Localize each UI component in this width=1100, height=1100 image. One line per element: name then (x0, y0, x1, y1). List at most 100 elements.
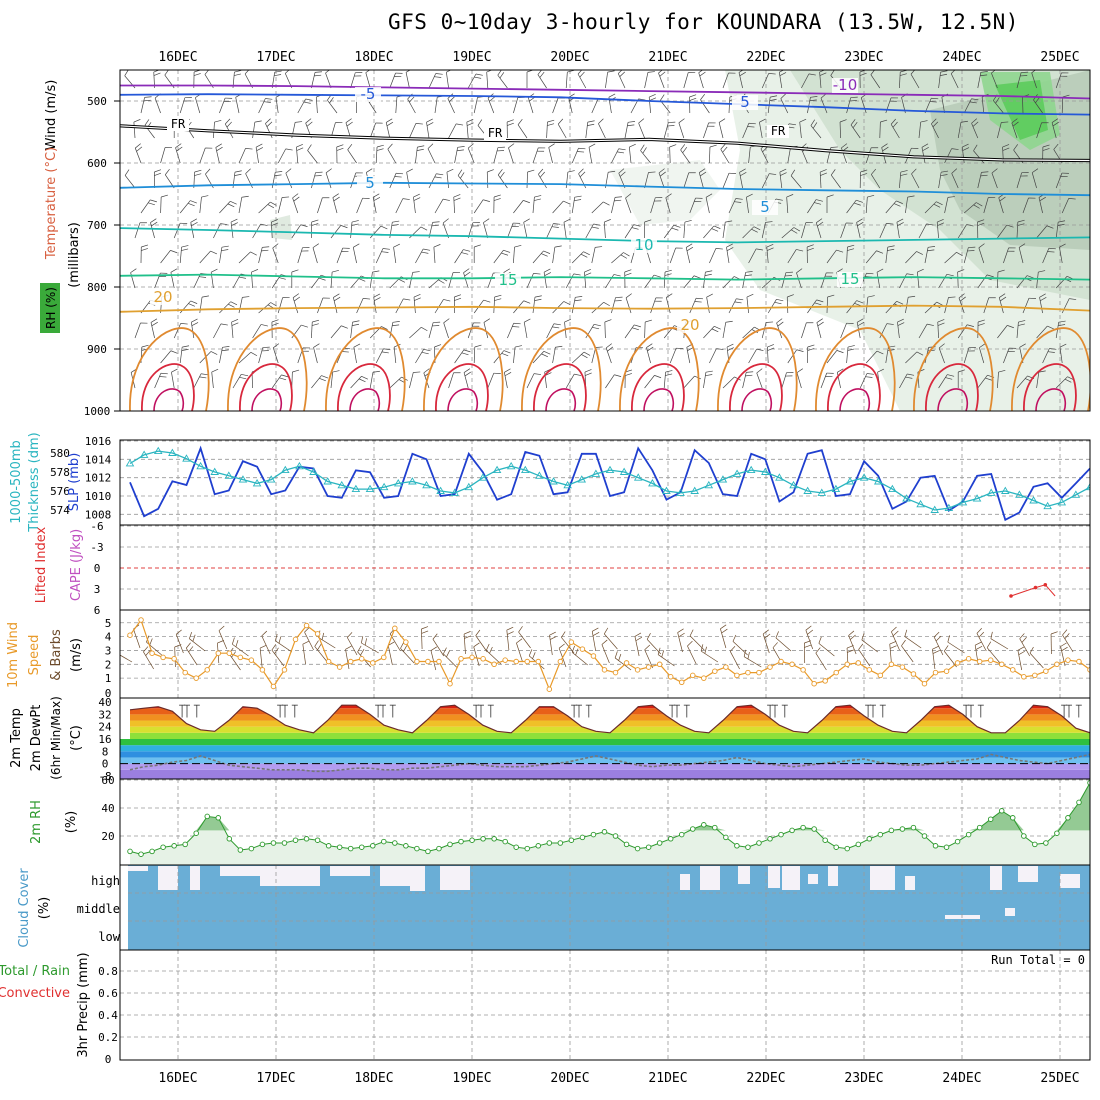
barb-staff (369, 225, 382, 239)
thickness-marker (408, 477, 417, 485)
barb-staff (683, 172, 690, 189)
barb-feather (483, 318, 491, 323)
barb-feather (135, 143, 141, 149)
barb-feather (543, 250, 551, 254)
barb-feather (392, 324, 400, 327)
barb-feather (926, 223, 934, 226)
barb-feather (191, 318, 198, 323)
barb-feather (1064, 633, 1070, 639)
barb-staff (998, 197, 1004, 214)
barb-feather (383, 348, 391, 351)
barb-feather (900, 170, 908, 173)
bottom-date-label: 17DEC (256, 1071, 295, 1086)
barb-staff (350, 376, 362, 389)
barb-staff (140, 97, 145, 114)
barb-staff (258, 201, 271, 214)
wind-speed-point (358, 656, 365, 662)
barb-feather (980, 74, 988, 77)
barb-staff (463, 634, 466, 655)
contour-label: 5 (760, 198, 770, 216)
thickness-marker (662, 486, 671, 494)
barb-staff (722, 72, 729, 89)
barb-staff (292, 297, 299, 314)
barb-feather (614, 374, 622, 377)
barb-feather (201, 373, 209, 376)
barb-feather (1067, 376, 1074, 381)
barb-feather (585, 372, 592, 376)
barb-staff (409, 272, 414, 289)
isotherm-30 (337, 363, 391, 411)
barb-staff (369, 122, 377, 139)
barb-feather (958, 293, 965, 299)
barb-staff (951, 173, 959, 189)
temp-tick: 32 (98, 708, 111, 721)
barb-feather (686, 246, 694, 252)
rh-point (425, 848, 431, 855)
barb-staff (311, 72, 316, 89)
rh-point (590, 831, 597, 838)
thickness-marker (252, 479, 262, 487)
barb-staff (861, 639, 879, 653)
barb-feather (474, 244, 481, 248)
barb-feather (464, 271, 471, 277)
barb-staff (134, 322, 141, 339)
barb-feather (790, 169, 796, 176)
barb-feather (852, 121, 858, 128)
barb-feather (836, 268, 843, 273)
barb-feather (592, 632, 600, 636)
barb-staff (311, 375, 322, 389)
rh-point (778, 831, 784, 838)
barb-staff (950, 73, 959, 89)
barb-staff (463, 372, 469, 389)
barb-feather (549, 631, 556, 636)
barb-feather (633, 224, 641, 227)
barb-feather (1058, 324, 1066, 327)
barb-staff (722, 276, 735, 289)
barb-feather (978, 631, 985, 638)
wind-speed-point (491, 661, 497, 668)
wind-speed-point (877, 672, 884, 679)
barb-feather (1012, 121, 1019, 127)
isotherm-line (120, 304, 1090, 313)
barb-staff (1051, 122, 1057, 139)
barb-staff (591, 247, 596, 264)
barb-feather (334, 296, 341, 302)
barb-feather (775, 198, 783, 201)
barb-feather (386, 118, 393, 123)
barb-feather (1048, 247, 1056, 250)
barb-staff (728, 198, 737, 214)
barb-feather (899, 73, 907, 76)
barb-staff (746, 197, 749, 214)
barb-staff (611, 297, 616, 314)
barb-feather (319, 377, 326, 382)
barb-staff (990, 638, 1009, 650)
thickness-marker (125, 459, 135, 467)
barb-feather (769, 98, 777, 101)
barb-staff (924, 247, 929, 264)
barb-feather (580, 253, 588, 258)
barb-staff (938, 347, 945, 364)
barb-feather (274, 633, 278, 641)
clear-sky-block (1018, 866, 1038, 882)
barb-staff (879, 223, 887, 239)
temp-band (120, 751, 1090, 758)
barb-feather (764, 633, 771, 639)
barb-staff (781, 272, 787, 289)
barb-staff (1029, 652, 1044, 669)
barb-feather (1038, 270, 1046, 273)
barb-staff (617, 73, 626, 89)
barb-feather (978, 243, 985, 249)
barb-feather (210, 351, 218, 355)
rh-tick: 60 (101, 774, 114, 787)
barb-feather (747, 652, 750, 660)
barb-staff (219, 347, 223, 364)
barb-feather (951, 168, 958, 174)
barb-staff (924, 301, 937, 314)
rh-point (546, 840, 553, 846)
rh-point (469, 837, 475, 843)
wind-speed-point (932, 669, 939, 676)
rh-point (634, 845, 641, 852)
barb-staff (646, 639, 662, 655)
barb-staff (277, 197, 283, 214)
barb-feather (716, 348, 724, 350)
